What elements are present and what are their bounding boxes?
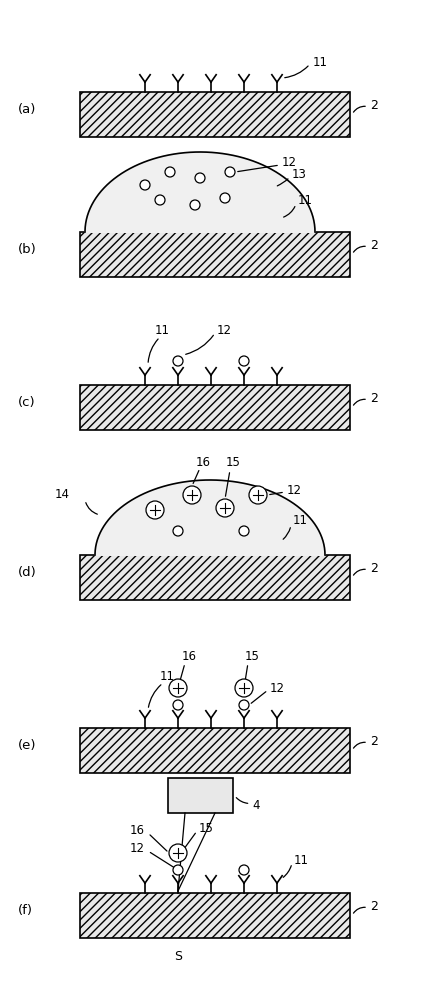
- Text: (a): (a): [18, 103, 36, 116]
- Circle shape: [239, 865, 249, 875]
- Text: (e): (e): [18, 739, 36, 752]
- Circle shape: [220, 193, 230, 203]
- Text: 12: 12: [282, 156, 297, 169]
- Circle shape: [155, 195, 165, 205]
- Text: 2: 2: [370, 392, 378, 405]
- Text: 2: 2: [370, 99, 378, 112]
- Circle shape: [216, 499, 234, 517]
- Circle shape: [169, 679, 187, 697]
- Text: 2: 2: [370, 735, 378, 748]
- Bar: [167, 778, 232, 813]
- Circle shape: [239, 526, 249, 536]
- Text: 16: 16: [130, 824, 145, 838]
- Circle shape: [183, 486, 201, 504]
- Text: (d): (d): [18, 566, 37, 579]
- Text: 12: 12: [217, 324, 232, 338]
- Circle shape: [225, 167, 235, 177]
- Circle shape: [165, 167, 175, 177]
- Circle shape: [173, 526, 183, 536]
- Polygon shape: [95, 480, 325, 555]
- Text: 14: 14: [55, 488, 70, 502]
- Text: 11: 11: [298, 194, 313, 207]
- Text: (f): (f): [18, 904, 33, 917]
- Bar: [80, 385, 350, 430]
- Text: 12: 12: [287, 484, 302, 496]
- Bar: [80, 893, 350, 938]
- Circle shape: [173, 865, 183, 875]
- Text: 12: 12: [130, 842, 145, 856]
- Text: 4: 4: [253, 799, 260, 812]
- Text: 15: 15: [199, 822, 214, 836]
- Text: S: S: [174, 950, 182, 962]
- Text: 2: 2: [370, 239, 378, 252]
- Text: (c): (c): [18, 396, 36, 409]
- Text: 16: 16: [196, 456, 211, 468]
- Circle shape: [140, 180, 150, 190]
- Circle shape: [239, 356, 249, 366]
- Text: 11: 11: [293, 514, 308, 528]
- Text: 11: 11: [294, 854, 309, 866]
- Text: 11: 11: [155, 324, 170, 338]
- Circle shape: [173, 700, 183, 710]
- Text: 15: 15: [245, 650, 260, 662]
- Circle shape: [249, 486, 267, 504]
- Polygon shape: [85, 152, 315, 232]
- Text: 11: 11: [313, 55, 328, 68]
- Text: 15: 15: [226, 456, 241, 470]
- Text: 16: 16: [182, 650, 197, 662]
- Text: 13: 13: [292, 168, 307, 182]
- Text: 12: 12: [270, 682, 285, 694]
- Text: (b): (b): [18, 243, 37, 256]
- Circle shape: [190, 200, 200, 210]
- Bar: [80, 728, 350, 773]
- Circle shape: [173, 356, 183, 366]
- Circle shape: [169, 844, 187, 862]
- Text: 2: 2: [370, 562, 378, 575]
- Bar: [80, 92, 350, 137]
- Bar: [80, 232, 350, 277]
- Circle shape: [146, 501, 164, 519]
- Text: 11: 11: [160, 670, 175, 684]
- Circle shape: [235, 679, 253, 697]
- Text: 2: 2: [370, 900, 378, 913]
- Circle shape: [195, 173, 205, 183]
- Circle shape: [239, 700, 249, 710]
- Bar: [80, 555, 350, 600]
